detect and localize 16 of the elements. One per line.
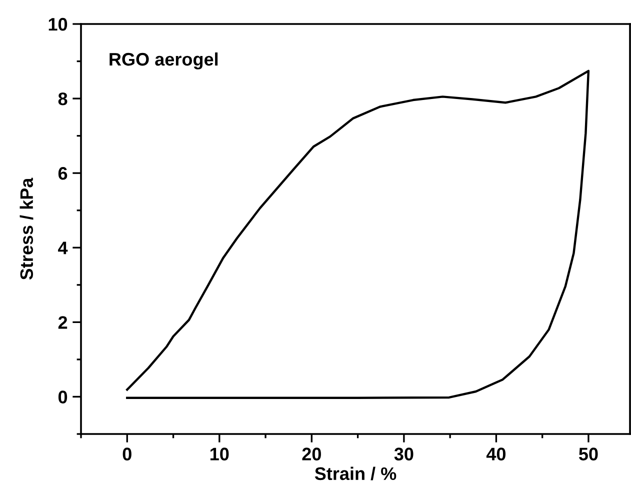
x-tick-label: 50 (578, 448, 598, 460)
y-tick-label: 0 (58, 390, 68, 404)
y-tick-label: 10 (48, 18, 68, 31)
x-tick-label: 30 (394, 448, 414, 460)
x-axis-title: Strain / % (314, 466, 396, 480)
y-tick-label: 4 (58, 242, 68, 254)
annotation: RGO aerogel (110, 52, 218, 70)
x-tick-label: 40 (486, 448, 506, 460)
y-tick-label: 8 (58, 92, 68, 106)
x-tick-label: 20 (302, 448, 321, 460)
x-tick-label: 0 (122, 448, 132, 460)
line-series (126, 70, 590, 399)
x-tick-label: 10 (210, 448, 229, 460)
y-tick-label: 2 (58, 316, 68, 329)
y-axis-title: Stress / kPa (20, 178, 34, 280)
y-tick-label: 6 (58, 167, 68, 180)
